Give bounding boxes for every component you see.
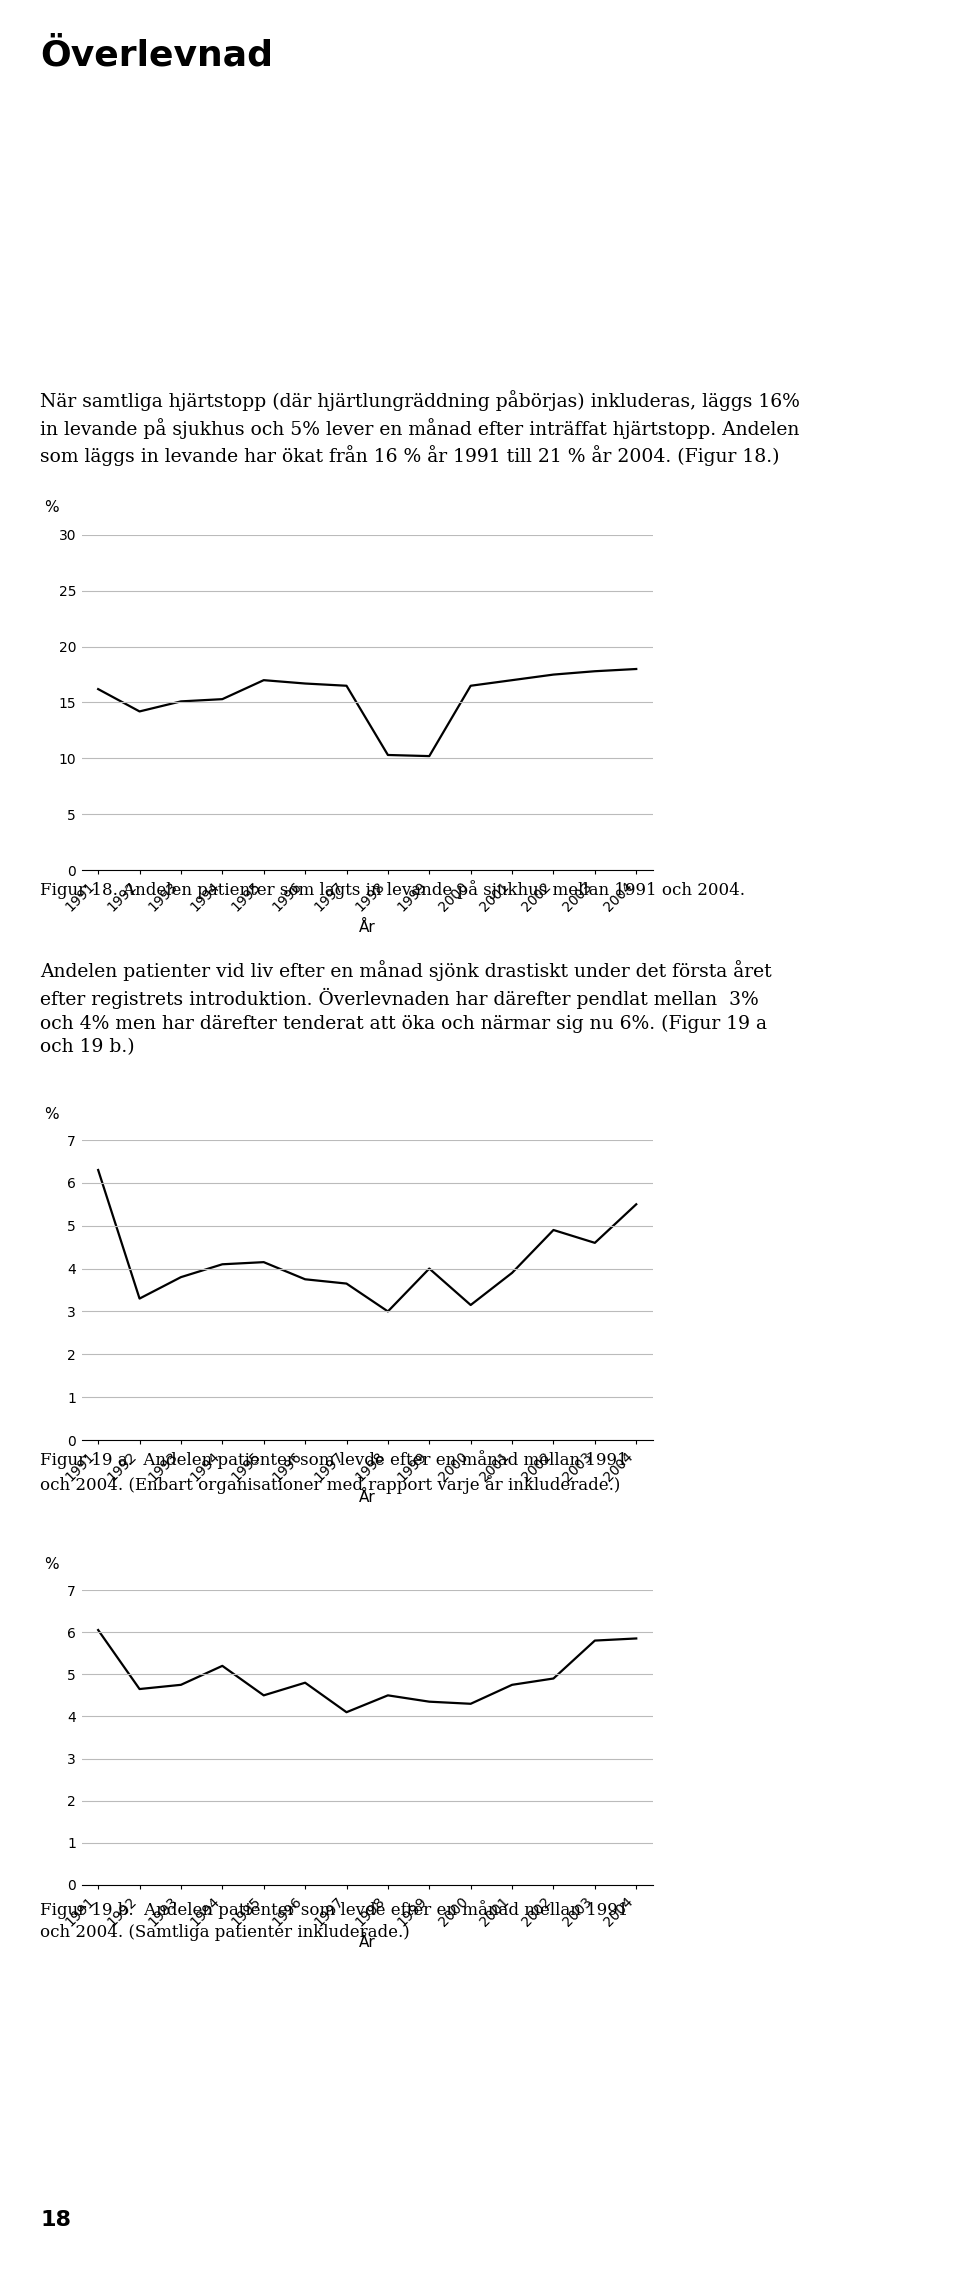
Text: Överlevnad: Överlevnad bbox=[40, 39, 274, 73]
X-axis label: År: År bbox=[359, 1490, 375, 1506]
X-axis label: År: År bbox=[359, 1935, 375, 1949]
X-axis label: År: År bbox=[359, 920, 375, 936]
Text: Figur 19 b.  Andelen patienter som levde efter en månad mellan 1991
och 2004. (S: Figur 19 b. Andelen patienter som levde … bbox=[40, 1901, 629, 1942]
Text: Figur 18. Andelen patienter som lagts in levande på sjukhus mellan 1991 och 2004: Figur 18. Andelen patienter som lagts in… bbox=[40, 879, 745, 899]
Text: %: % bbox=[44, 1106, 60, 1122]
Text: Andelen patienter vid liv efter en månad sjönk drastiskt under det första året
e: Andelen patienter vid liv efter en månad… bbox=[40, 961, 772, 1056]
Text: När samtliga hjärtstopp (där hjärtlungräddning påbörjas) inkluderas, läggs 16%
i: När samtliga hjärtstopp (där hjärtlungrä… bbox=[40, 391, 801, 466]
Text: %: % bbox=[44, 500, 60, 516]
Text: 18: 18 bbox=[40, 2210, 71, 2230]
Text: Figur 19 a.  Andelen patienter som levde efter en månad mellan 1991
och 2004. (E: Figur 19 a. Andelen patienter som levde … bbox=[40, 1449, 628, 1494]
Text: %: % bbox=[44, 1558, 60, 1572]
